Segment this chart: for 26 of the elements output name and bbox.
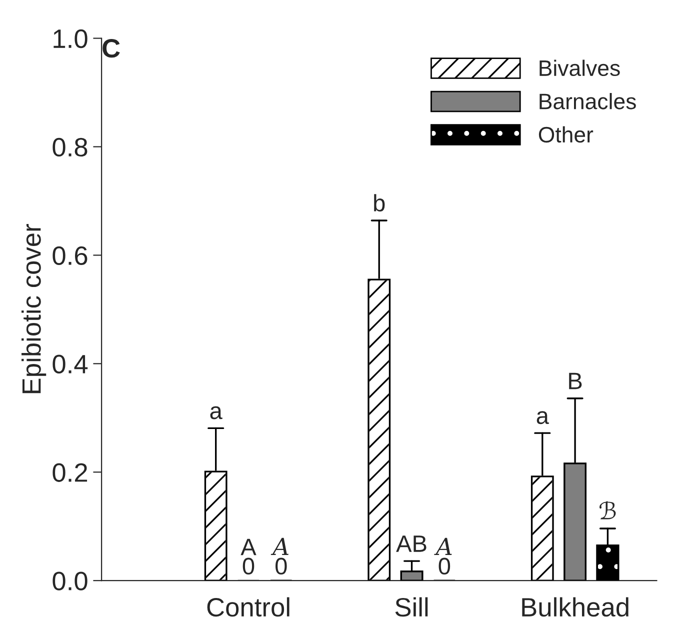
y-tick-label: 0.2: [52, 463, 88, 482]
data-label: 0: [242, 558, 254, 575]
legend-label: Other: [538, 126, 594, 143]
annotation: A: [434, 538, 452, 556]
x-tick-label: Bulkhead: [522, 597, 628, 617]
annotation: ℬ: [599, 501, 616, 520]
annotation: AB: [396, 536, 426, 552]
y-axis-title: Epibiotic cover: [22, 224, 46, 394]
legend-label: Barnacles: [540, 93, 636, 110]
annotation: A: [240, 538, 256, 556]
y-tick-label: 0.8: [52, 138, 88, 157]
data-label: 0: [438, 558, 450, 575]
y-tick-label: 0.4: [52, 354, 88, 374]
annotation: C: [102, 38, 120, 58]
annotation: a: [536, 411, 549, 424]
annotation: B: [569, 372, 582, 390]
annotation: a: [210, 406, 222, 420]
y-tick-label: 0.6: [52, 246, 88, 266]
annotation: A: [270, 538, 288, 556]
data-label: 0: [276, 558, 287, 575]
legend-label: Bivalves: [540, 60, 620, 76]
x-tick-label: Control: [207, 597, 290, 617]
y-tick-label: 0.0: [52, 572, 88, 590]
annotation: b: [374, 194, 385, 212]
y-tick-label: 1.0: [54, 29, 88, 48]
x-tick-label: Sill: [395, 597, 428, 617]
